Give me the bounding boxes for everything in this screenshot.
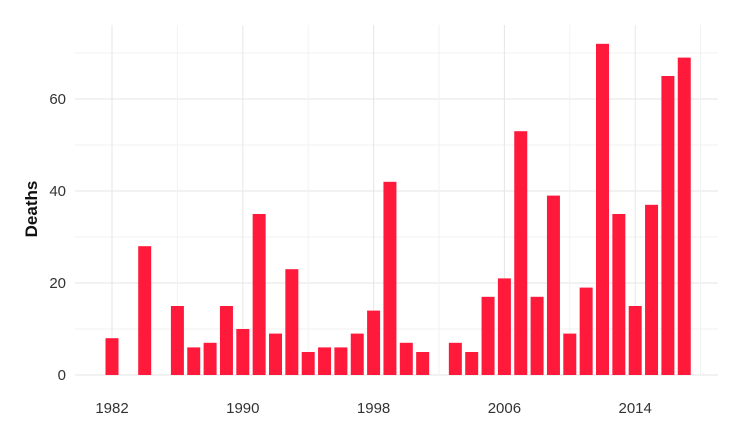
bar — [596, 43, 609, 376]
bar — [612, 214, 626, 375]
bar — [563, 333, 577, 375]
bar — [350, 333, 364, 375]
grid — [75, 25, 718, 376]
bar — [579, 287, 593, 375]
bar — [481, 296, 495, 375]
bar — [105, 338, 119, 375]
y-axis-title: Deaths — [22, 181, 41, 238]
bar — [236, 329, 250, 375]
bar — [285, 269, 299, 375]
x-tick-label: 1990 — [226, 400, 259, 417]
bar — [497, 278, 511, 375]
bar — [514, 131, 528, 375]
bar — [187, 347, 201, 375]
y-tick-label: 40 — [49, 183, 66, 200]
bar — [628, 306, 642, 375]
bar — [448, 342, 462, 375]
bar — [203, 342, 217, 375]
bar — [252, 214, 266, 375]
tick-labels: 0 20 40 60 1982 1990 1998 2006 2014 — [49, 91, 652, 417]
bar — [367, 310, 381, 375]
x-tick-label: 1998 — [357, 400, 390, 417]
bar — [301, 352, 315, 375]
bar — [661, 76, 675, 375]
bar — [170, 306, 184, 375]
bar — [138, 246, 152, 375]
bar — [399, 342, 413, 375]
bars — [105, 43, 691, 376]
bar — [383, 181, 397, 375]
bar — [530, 296, 544, 375]
y-tick-label: 60 — [49, 91, 66, 108]
x-tick-label: 2014 — [619, 400, 652, 417]
bar — [546, 195, 560, 375]
x-tick-label: 1982 — [95, 400, 128, 417]
x-tick-label: 2006 — [488, 400, 521, 417]
y-tick-label: 0 — [58, 367, 66, 384]
bar — [416, 352, 430, 375]
bar — [645, 204, 659, 375]
bar — [465, 352, 479, 375]
bar — [677, 57, 691, 375]
bar — [219, 306, 233, 375]
bar — [318, 347, 332, 375]
bar — [269, 333, 282, 375]
y-tick-label: 20 — [49, 275, 66, 292]
bar — [334, 347, 348, 375]
